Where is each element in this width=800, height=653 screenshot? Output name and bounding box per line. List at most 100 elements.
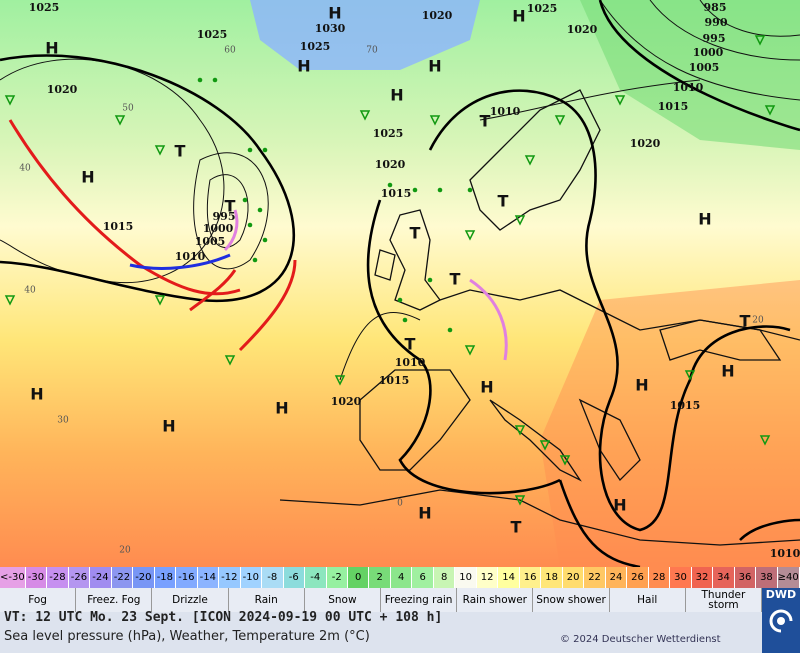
weather-legend-label: Rain [254,594,278,606]
scale-cell: 32 [691,567,714,588]
scale-label: 28 [652,572,666,583]
pressure-system: H [698,210,711,229]
scale-cell: 28 [648,567,671,588]
weather-legend-item: Drizzle [152,588,229,612]
pressure-label: 1020 [375,158,406,171]
pressure-label: 1025 [300,40,331,53]
weather-legend-label: Fog [28,594,47,606]
rain-shower-symbol [759,435,771,446]
scale-label: -18 [156,572,174,583]
scale-cell: 16 [519,567,542,588]
scale-label: 2 [376,572,383,583]
warm-front [238,259,297,352]
scale-cell: 20 [562,567,585,588]
scale-cell: -18 [154,567,177,588]
pressure-label: 1025 [29,1,60,14]
scale-label: 38 [760,572,773,583]
temperature-scale: <-30 -30 -28 -26 -24 -22 -20 -18 -16 -14 -12 -10 -8-… [0,567,800,604]
isotherm-label: 70 [366,46,378,56]
rain-shower-symbol [554,115,566,126]
pressure-label: 995 [703,32,726,45]
cold-front [129,253,231,270]
scale-cell: -6 [283,567,306,588]
rain-symbol [262,237,268,243]
pressure-label: 1010 [770,547,800,560]
scale-cell: -22 [111,567,134,588]
coastlines [279,89,800,546]
pressure-label: 1015 [658,100,689,113]
weather-legend-label: Thunder storm [701,589,746,611]
pressure-label: 995 [213,210,236,223]
isotherm-label: 0 [397,499,403,509]
scale-cell: -10 [240,567,263,588]
copyright: © 2024 Deutscher Wetterdienst [560,634,721,645]
pressure-system: H [162,417,175,436]
scale-label: -26 [70,572,88,583]
rain-shower-symbol [559,455,571,466]
pressure-system: T [480,112,491,131]
scale-label: -16 [178,572,195,583]
pressure-label: 1025 [197,28,228,41]
scale-label: 32 [695,572,709,583]
scale-cell: 34 [713,567,735,588]
valid-time: VT: 12 UTC Mo. 23 Sept. [ICON 2024-09-19… [4,610,443,625]
weather-legend-item: Freezing rain [381,588,458,612]
pressure-label: 1000 [693,46,724,59]
rain-symbol [427,277,433,283]
weather-legend-label: Drizzle [172,594,208,606]
rain-shower-symbol [154,295,166,306]
pressure-system: T [498,192,509,211]
rain-shower-symbol [464,345,476,356]
pressure-system: T [225,197,236,216]
scale-label: 30 [674,572,687,583]
pressure-system: H [480,378,493,397]
pressure-label: 1020 [331,395,362,408]
scale-cell: -16 [176,567,198,588]
pressure-label: 1025 [527,2,558,15]
pressure-label: 1005 [689,61,720,74]
pressure-label: 1010 [673,81,704,94]
rain-symbol [437,187,443,193]
weather-legend: Fog Freez. Fog Drizzle Rain Snow Freezing rai… [0,588,800,612]
pressure-system: T [740,312,751,331]
scale-cell: 10 [455,567,477,588]
scale-label: -30 [27,572,45,583]
scale-label: 36 [738,572,752,583]
pressure-label: 1015 [381,187,412,200]
pressure-label: 1015 [670,399,701,412]
scale-label: 18 [545,572,558,583]
rain-shower-symbol [154,145,166,156]
description: Sea level pressure (hPa), Weather, Tempe… [4,629,370,644]
pressure-system: T [511,518,522,537]
weather-map: 1025103010251020102510209859909951000100… [0,0,800,567]
isotherm-label: 20 [752,316,764,326]
scale-label: 6 [419,572,426,583]
rain-symbol [387,182,393,188]
scale-cell: 12 [476,567,499,588]
scale-label: 26 [631,572,644,583]
pressure-system: H [428,57,441,76]
scale-cell: 38 [756,567,778,588]
warm-area [540,280,800,567]
warm-front [189,269,237,312]
scale-label: 22 [588,572,601,583]
pressure-label: 1020 [567,23,598,36]
rain-symbol [467,187,473,193]
scale-label: 12 [480,572,494,583]
scale-label: -6 [288,572,299,583]
pressure-label: 1010 [175,250,206,263]
isotherm-label: 30 [57,416,69,426]
scale-label: -28 [49,572,66,583]
pressure-system: H [81,168,94,187]
rain-shower-symbol [514,215,526,226]
scale-label: -2 [331,572,342,583]
pressure-label: 985 [704,1,727,14]
rain-shower-symbol [539,440,551,451]
pressure-label: 1025 [373,127,404,140]
rain-shower-symbol [684,370,696,381]
warm-front [8,119,241,296]
scale-cell: 18 [541,567,563,588]
scale-cell: -12 [219,567,241,588]
pressure-system: H [297,57,310,76]
